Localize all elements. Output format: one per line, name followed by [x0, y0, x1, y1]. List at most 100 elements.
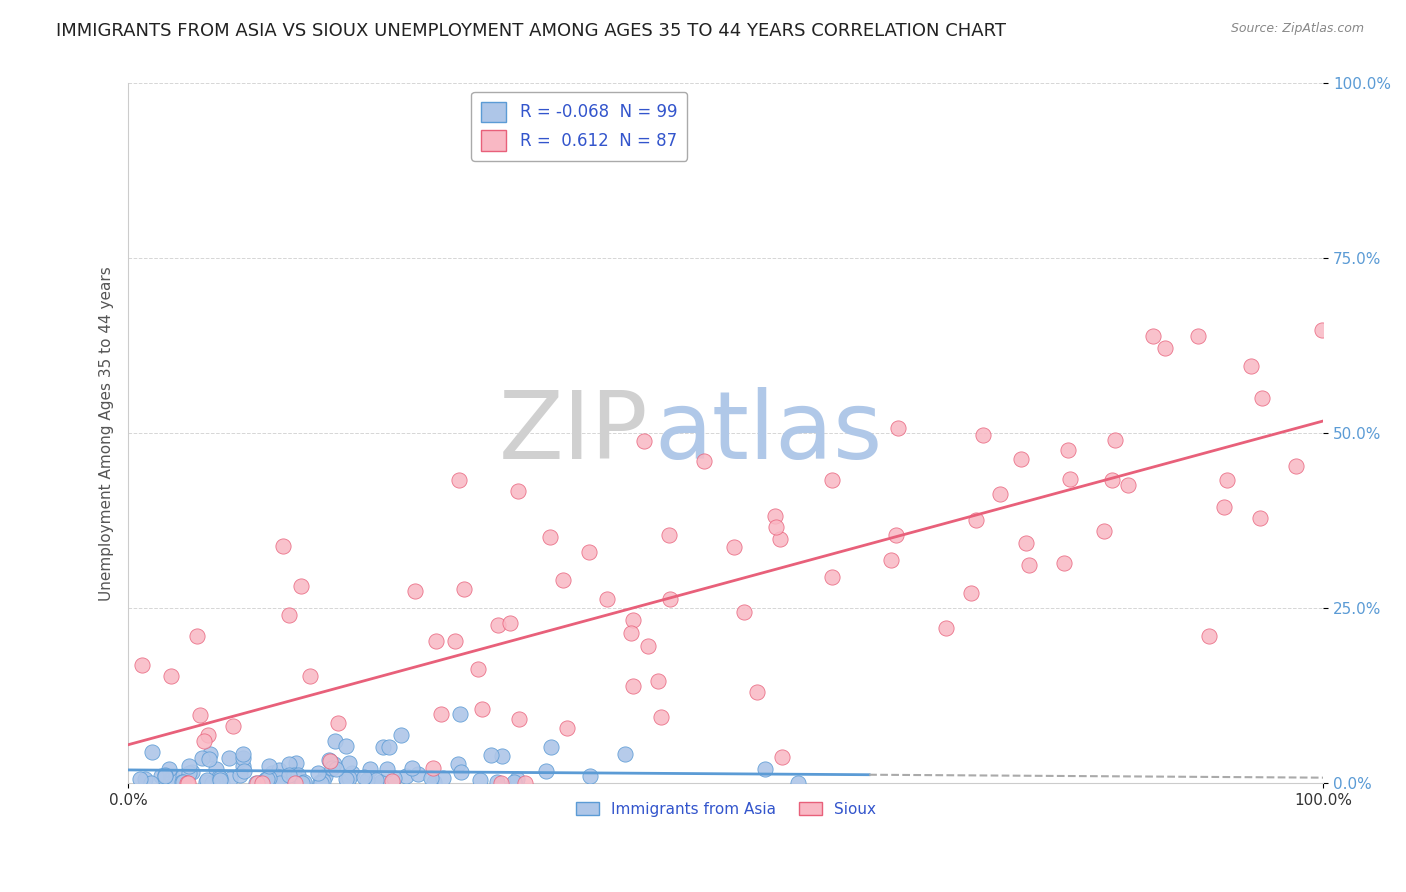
Point	[141, 745, 163, 759]
Point	[139, 776, 162, 790]
Point	[596, 592, 619, 607]
Point	[1053, 556, 1076, 570]
Point	[177, 776, 200, 790]
Point	[252, 776, 274, 790]
Y-axis label: Unemployment Among Ages 35 to 44 years: Unemployment Among Ages 35 to 44 years	[100, 266, 114, 600]
Point	[763, 509, 786, 524]
Point	[321, 760, 343, 774]
Point	[432, 771, 454, 785]
Point	[820, 473, 842, 487]
Point	[1018, 558, 1040, 572]
Point	[319, 754, 342, 768]
Point	[485, 775, 508, 789]
Point	[1101, 473, 1123, 487]
Point	[1240, 359, 1263, 373]
Point	[325, 734, 347, 748]
Point	[205, 762, 228, 776]
Point	[172, 769, 194, 783]
Point	[219, 772, 242, 786]
Point	[621, 679, 644, 693]
Point	[188, 708, 211, 723]
Point	[267, 770, 290, 784]
Point	[232, 751, 254, 765]
Point	[233, 764, 256, 778]
Point	[633, 434, 655, 448]
Point	[449, 707, 471, 722]
Point	[430, 707, 453, 722]
Point	[337, 756, 360, 770]
Point	[197, 728, 219, 742]
Point	[1015, 536, 1038, 550]
Point	[179, 766, 201, 780]
Point	[491, 776, 513, 790]
Point	[312, 773, 335, 788]
Point	[693, 453, 716, 467]
Point	[134, 772, 156, 787]
Point	[277, 768, 299, 782]
Point	[198, 747, 221, 761]
Point	[159, 772, 181, 786]
Point	[508, 713, 530, 727]
Point	[1215, 473, 1237, 487]
Text: Source: ZipAtlas.com: Source: ZipAtlas.com	[1230, 22, 1364, 36]
Point	[647, 673, 669, 688]
Point	[1187, 329, 1209, 343]
Point	[1104, 433, 1126, 447]
Point	[555, 721, 578, 735]
Point	[378, 740, 401, 755]
Point	[540, 739, 562, 754]
Point	[468, 773, 491, 788]
Point	[172, 774, 194, 789]
Point	[637, 640, 659, 654]
Point	[880, 553, 903, 567]
Point	[935, 621, 957, 635]
Point	[444, 634, 467, 648]
Point	[278, 608, 301, 623]
Point	[401, 761, 423, 775]
Point	[252, 775, 274, 789]
Point	[309, 775, 332, 789]
Point	[381, 774, 404, 789]
Point	[754, 762, 776, 776]
Point	[353, 770, 375, 784]
Point	[389, 728, 412, 742]
Point	[534, 764, 557, 779]
Point	[1116, 478, 1139, 492]
Point	[246, 776, 269, 790]
Point	[579, 769, 602, 783]
Point	[221, 719, 243, 733]
Point	[218, 751, 240, 765]
Point	[395, 769, 418, 783]
Point	[382, 771, 405, 785]
Point	[1059, 472, 1081, 486]
Point	[211, 776, 233, 790]
Point	[404, 584, 426, 599]
Point	[278, 757, 301, 772]
Point	[325, 762, 347, 776]
Point	[232, 747, 254, 761]
Point	[195, 772, 218, 787]
Point	[290, 579, 312, 593]
Point	[128, 772, 150, 786]
Point	[328, 715, 350, 730]
Point	[160, 669, 183, 683]
Point	[269, 776, 291, 790]
Point	[419, 771, 441, 785]
Point	[506, 772, 529, 786]
Point	[578, 545, 600, 559]
Point	[887, 421, 910, 435]
Point	[180, 764, 202, 779]
Point	[292, 775, 315, 789]
Point	[259, 772, 281, 786]
Point	[502, 775, 524, 789]
Point	[733, 605, 755, 619]
Point	[1057, 443, 1080, 458]
Point	[1251, 392, 1274, 406]
Point	[131, 657, 153, 672]
Point	[1142, 329, 1164, 343]
Point	[209, 771, 232, 785]
Point	[191, 751, 214, 765]
Point	[337, 771, 360, 785]
Point	[314, 769, 336, 783]
Point	[491, 748, 513, 763]
